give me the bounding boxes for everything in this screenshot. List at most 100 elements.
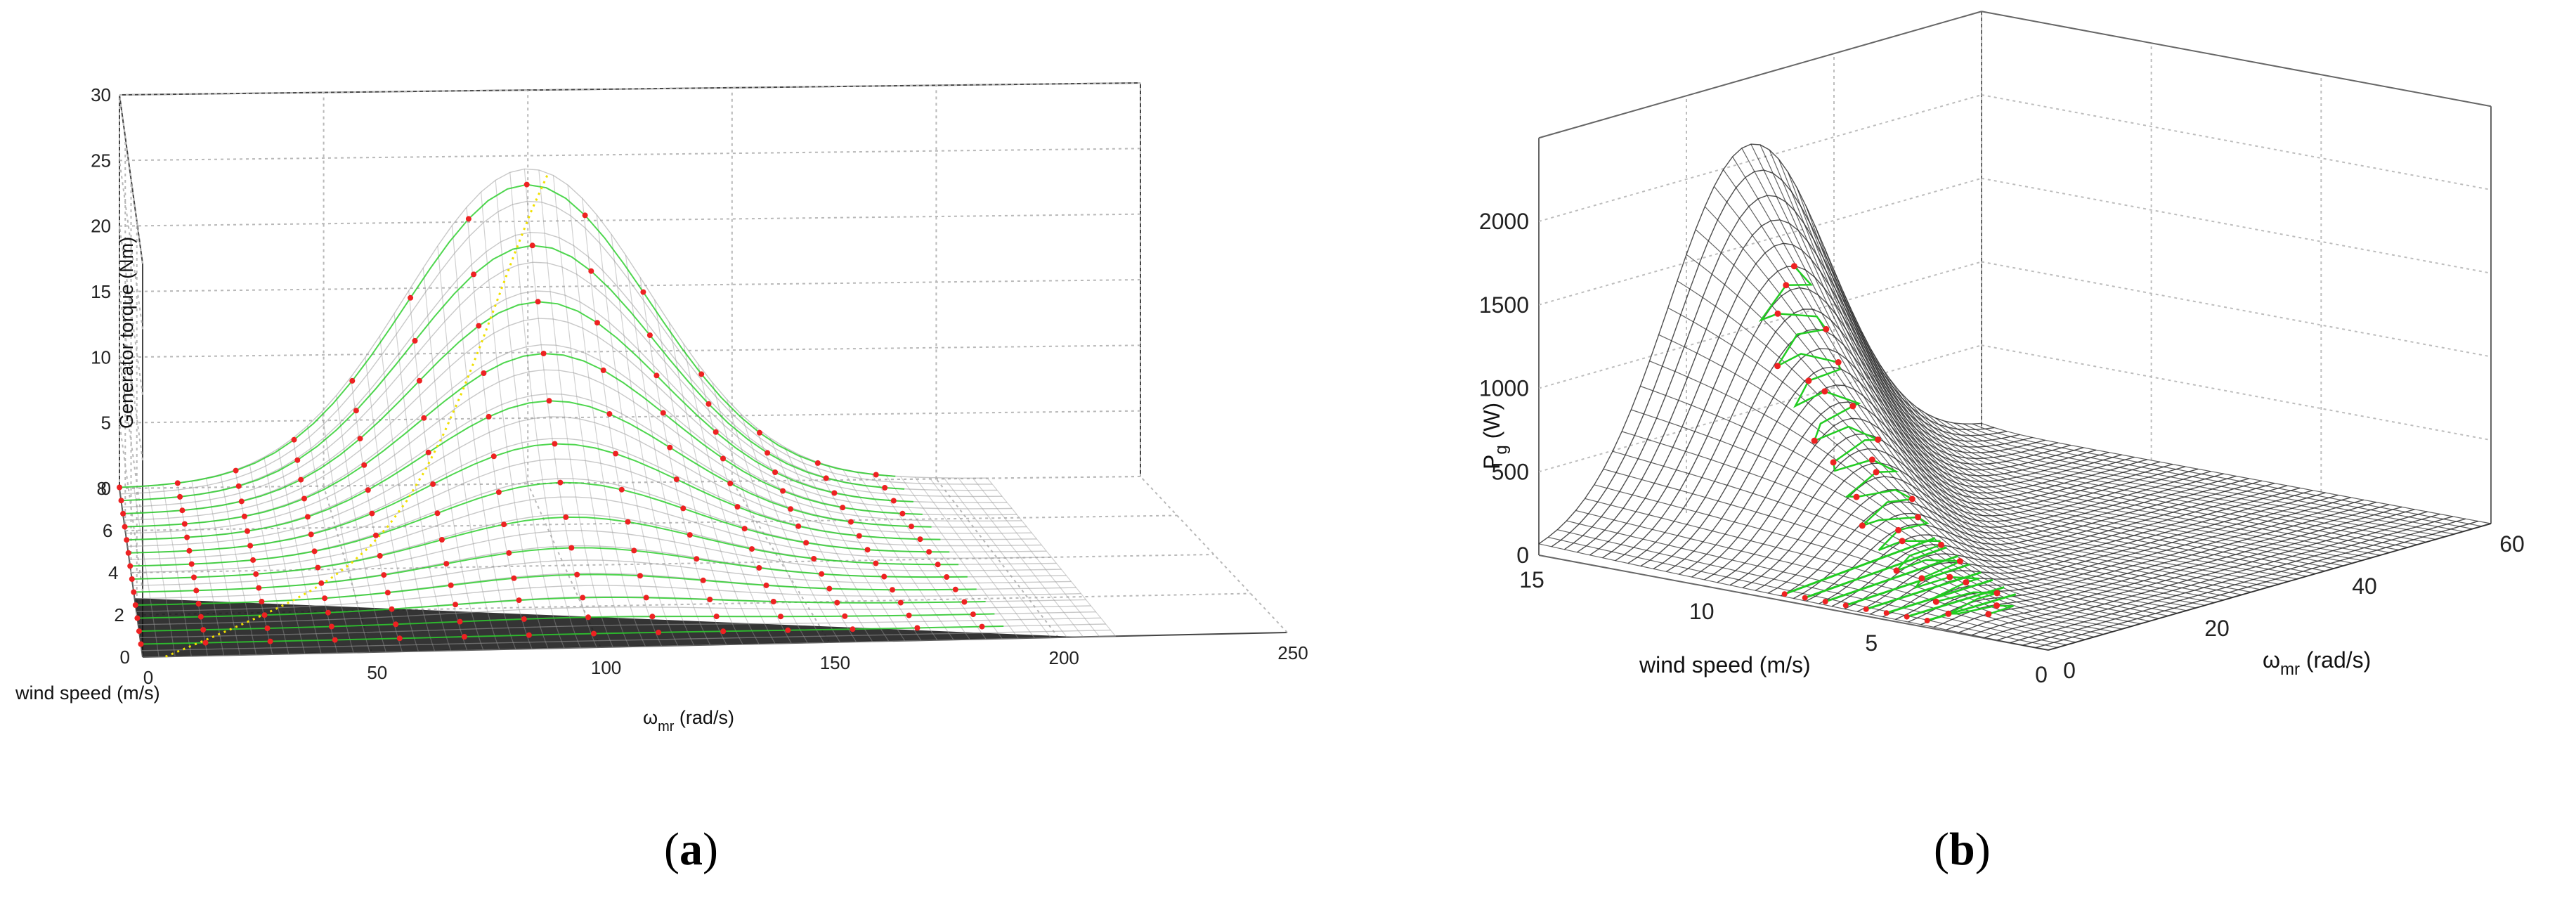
chart-b-surface-line — [1575, 510, 2086, 640]
chart-a-point — [606, 411, 613, 417]
chart-b-surface-line — [1842, 291, 2353, 564]
chart-b-point — [1790, 263, 1797, 270]
chart-b-surface-line — [1963, 423, 2473, 530]
chart-a-point — [377, 552, 383, 559]
chart-b-point — [1830, 459, 1837, 466]
chart-a-point — [408, 294, 414, 301]
chart-a-surface-line — [205, 478, 241, 656]
chart-a-point — [694, 556, 700, 562]
chart-b-ytick-label: 0 — [2035, 662, 2048, 687]
chart-a-trajectory-line — [124, 352, 923, 528]
chart-a-point — [720, 628, 727, 635]
chart-a-surface-line — [582, 198, 663, 647]
chart-a-surface-line — [379, 335, 435, 651]
chart-a-point — [238, 498, 245, 505]
chart-a-surface-line — [495, 180, 565, 649]
chart-b-ytick-label: 10 — [1689, 599, 1715, 624]
chart-a-point — [349, 377, 356, 384]
chart-a-trajectory — [119, 172, 1004, 658]
chart-b-surface-line — [1594, 484, 2104, 635]
chart-a-surface-line — [132, 530, 1062, 586]
chart-a-ztick-label: 0 — [101, 478, 111, 499]
chart-b-ztick-label: 1500 — [1479, 292, 1529, 318]
chart-b-trajectory — [1758, 265, 2017, 622]
chart-a-point — [361, 462, 367, 468]
chart-a-surface-line — [639, 277, 727, 645]
chart-a-point — [471, 271, 477, 278]
chart-b-surface-line — [1796, 188, 2307, 577]
chart-a-point — [594, 320, 600, 326]
chart-a-ztick-label: 30 — [91, 84, 111, 105]
chart-a-point — [591, 630, 597, 637]
chart-b-point — [1932, 598, 1939, 605]
chart-a-point — [318, 580, 325, 586]
chart-a-point — [365, 487, 371, 493]
chart-a-point — [393, 621, 399, 628]
chart-b-point — [1895, 526, 1902, 533]
chart-a-xtick-label: 100 — [591, 657, 621, 678]
chart-a-point — [138, 641, 144, 647]
chart-a-surface-line — [857, 472, 970, 640]
chart-b-point — [1893, 567, 1900, 574]
chart-b-point — [1908, 495, 1915, 502]
chart-a-point — [389, 606, 395, 612]
chart-b-xtick-label: 40 — [2352, 573, 2377, 599]
chart-a-point — [381, 572, 387, 578]
chart-b-surface-line — [1732, 156, 2242, 595]
chart-b-point — [1805, 377, 1812, 384]
chart-b-surface-line — [1547, 536, 2058, 648]
chart-a-gridline-z-left — [119, 291, 143, 461]
chart-a-tick-labels: 0 5 10 15 20 25 30 0 50 100 150 200 250 0 2 4 6 8 — [91, 84, 1308, 688]
chart-a-point — [421, 415, 427, 421]
chart-a-point — [526, 632, 532, 638]
chart-b-gridline-z-right — [1981, 94, 2492, 190]
chart-a-point — [425, 449, 431, 455]
chart-b-point — [1774, 363, 1781, 370]
chart-b-gridline-z-back — [1538, 177, 1982, 306]
chart-a-surface-line — [142, 635, 1116, 658]
chart-a-point — [476, 323, 482, 329]
chart-a-point — [353, 408, 359, 414]
chart-a-gridline-z-left — [119, 422, 143, 592]
chart-a-xtick-label: 0 — [143, 667, 153, 688]
chart-b-power-surface: 0 500 1000 1500 2000 0 20 40 60 0 5 10 15 Pg (W) win… — [1479, 11, 2525, 875]
chart-a-zlabel: Generator torque (Nm) — [116, 237, 137, 429]
chart-a-surface-line — [122, 261, 1003, 508]
chart-a-point — [864, 547, 871, 553]
chart-a-surface-line — [220, 474, 257, 655]
chart-a-surface-line — [538, 169, 613, 647]
chart-b-axis-y — [1538, 554, 2049, 651]
chart-a-point — [588, 268, 594, 274]
chart-a-point — [765, 450, 771, 456]
chart-a-point — [873, 560, 879, 566]
chart-b-surface-line — [1695, 229, 2206, 606]
chart-a-surface-line — [509, 172, 581, 648]
chart-a-point — [707, 597, 713, 602]
chart-a-point — [369, 510, 375, 517]
chart-b-surface-line — [1907, 399, 2418, 545]
chart-b-surface-line — [1713, 186, 2224, 601]
chart-a-point — [453, 602, 459, 608]
chart-b-surface-line — [1759, 144, 2270, 588]
chart-a-gridline-y-floor — [125, 514, 1178, 531]
chart-a-surface-line — [451, 225, 516, 649]
chart-a-point — [315, 564, 321, 571]
chart-a-point — [540, 351, 547, 356]
chart-a-point — [563, 514, 569, 520]
chart-a-point — [120, 510, 126, 517]
chart-b-surface-line — [1880, 364, 2390, 553]
chart-a-point — [613, 450, 619, 457]
chart-b-box-top-back — [1538, 11, 1982, 139]
chart-b-ztick-label: 2000 — [1479, 209, 1529, 234]
chart-a-point — [720, 455, 726, 462]
chart-b-trajectory-low-band — [1886, 578, 1993, 614]
chart-a-trajectory-line — [137, 597, 986, 619]
chart-b-surface-line — [1612, 450, 2123, 630]
chart-a-surface-line — [741, 414, 840, 643]
chart-b-surface-line — [1742, 462, 2186, 589]
chart-b-point — [1945, 610, 1952, 617]
chart-a-point — [311, 548, 318, 554]
chart-a-point — [811, 556, 817, 562]
chart-a-ytick-label: 2 — [114, 604, 124, 625]
chart-a-point — [803, 540, 809, 546]
